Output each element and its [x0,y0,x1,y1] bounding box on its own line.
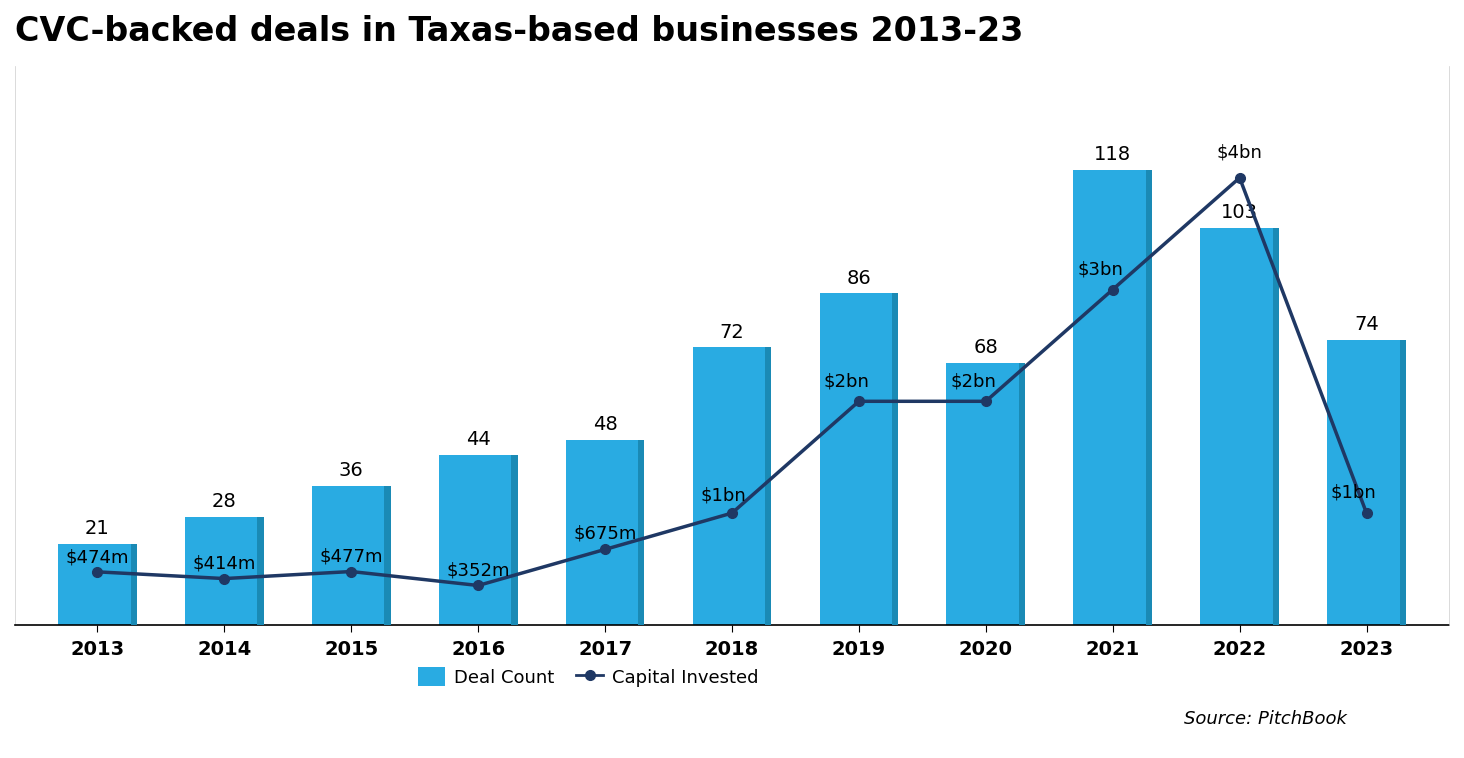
Bar [1272,228,1280,625]
Text: 103: 103 [1221,203,1258,222]
Text: 44: 44 [466,431,490,449]
Text: $414m: $414m [193,555,256,573]
Text: 28: 28 [212,492,237,511]
Bar [1019,363,1025,625]
Bar [312,486,391,625]
Bar [565,440,644,625]
Bar [1146,170,1152,625]
Bar [638,440,644,625]
Bar [385,486,391,625]
Text: 72: 72 [720,323,744,342]
Bar [892,293,899,625]
Text: $474m: $474m [66,548,129,566]
Text: CVC-backed deals in Taxas-based businesses 2013-23: CVC-backed deals in Taxas-based business… [15,15,1023,48]
Text: 48: 48 [593,415,618,434]
Bar [1073,170,1152,625]
Text: Source: PitchBook: Source: PitchBook [1184,709,1347,728]
Bar [692,347,772,625]
Text: $4bn: $4bn [1217,143,1262,161]
Text: 74: 74 [1354,315,1379,334]
Bar [1400,340,1405,625]
Text: $675m: $675m [574,525,637,543]
Bar [184,517,264,625]
Text: 21: 21 [85,519,110,538]
Bar [439,456,518,625]
Text: 68: 68 [974,338,998,357]
Bar [258,517,264,625]
Bar [59,544,136,625]
Text: 118: 118 [1094,146,1132,164]
Text: $477m: $477m [319,548,384,566]
Text: $3bn: $3bn [1078,260,1123,278]
Text: $1bn: $1bn [700,486,747,504]
Bar [946,363,1025,625]
Text: $2bn: $2bn [823,372,870,390]
Text: $2bn: $2bn [950,372,996,390]
Bar [130,544,136,625]
Bar [1328,340,1405,625]
Bar [1200,228,1280,625]
Bar [820,293,899,625]
Bar [511,456,518,625]
Text: $1bn: $1bn [1331,484,1376,502]
Text: 36: 36 [340,462,363,481]
Text: $352m: $352m [447,562,509,580]
Text: 86: 86 [846,268,871,287]
Legend: Deal Count, Capital Invested: Deal Count, Capital Invested [411,660,766,694]
Bar [766,347,772,625]
